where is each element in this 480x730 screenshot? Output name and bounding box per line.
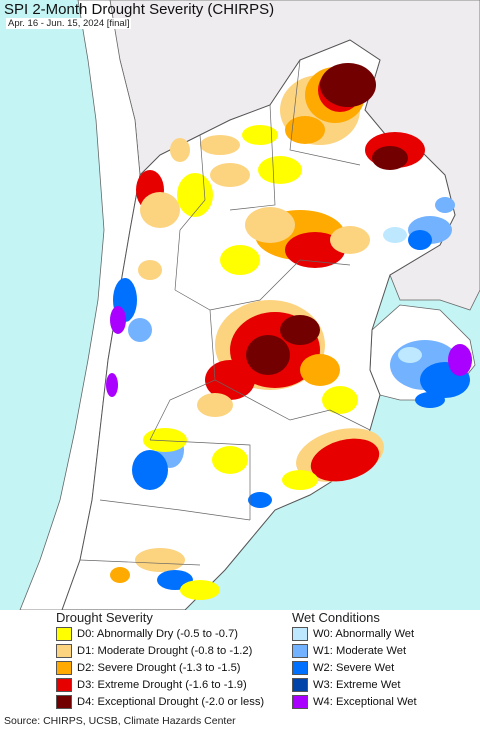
drought-patch [322,386,358,414]
legend-swatch [292,695,308,709]
legend-item-d1: D1: Moderate Drought (-0.8 to -1.2) [56,643,252,659]
drought-patch [138,260,162,280]
border-line [214,379,371,431]
legend-label: D1: Moderate Drought (-0.8 to -1.2) [77,645,253,657]
province-borders [79,59,371,566]
legend-label: W2: Severe Wet [313,662,395,674]
map-title: SPI 2-Month Drought Severity (CHIRPS) [4,1,275,18]
wet-patch [383,227,407,243]
legend-swatch [292,644,308,658]
drought-patch [310,438,380,482]
drought-patch [143,428,187,452]
legend-swatch [292,678,308,692]
drought-patch [140,192,180,228]
wet-patch [448,344,472,376]
border-line [229,104,276,211]
wet-patch [398,347,422,363]
legend-item-d2: D2: Severe Drought (-1.3 to -1.5) [56,660,241,676]
wet-patch [408,230,432,250]
legend-swatch [292,661,308,675]
drought-map [0,0,480,610]
legend-label: W1: Moderate Wet [313,645,407,657]
drought-patch [200,135,240,155]
drought-patch [170,138,190,162]
legend-item-w0: W0: Abnormally Wet [292,626,414,642]
drought-patch [246,335,290,375]
drought-patch [282,470,318,490]
border-line [174,134,206,291]
legend-item-w3: W3: Extreme Wet [292,677,400,693]
legend-item-d4: D4: Exceptional Drought (-2.0 or less) [56,694,264,710]
legend-item-d3: D3: Extreme Drought (-1.6 to -1.9) [56,677,247,693]
drought-patch [330,226,370,254]
drought-patch [245,207,295,243]
drought-patch [372,146,408,170]
border-line [79,559,201,566]
drought-patch [110,567,130,583]
legend-swatch [56,661,72,675]
drought-patch [258,156,302,184]
wet-patch [128,318,152,342]
map-canvas [0,0,480,610]
legend-drought-heading: Drought Severity [56,610,153,625]
drought-patch [320,63,376,107]
legend-swatch [56,678,72,692]
legend: Drought Severity Wet Conditions D0: Abno… [0,610,480,712]
border-line [289,59,361,166]
drought-patch [220,245,260,275]
wet-patch [248,492,272,508]
drought-patch [180,580,220,600]
border-line [99,499,251,521]
legend-label: D2: Severe Drought (-1.3 to -1.5) [77,662,241,674]
wet-patch [132,450,168,490]
border-line [174,259,351,311]
legend-wet-heading: Wet Conditions [292,610,380,625]
drought-patch [135,548,185,572]
drought-patch [205,360,255,400]
drought-patches [106,63,472,600]
legend-swatch [292,627,308,641]
legend-item-w4: W4: Exceptional Wet [292,694,417,710]
border-line [149,439,251,520]
wet-patch [435,197,455,213]
drought-patch [280,315,320,345]
map-subtitle: Apr. 16 - Jun. 15, 2024 [final] [6,18,132,29]
drought-patch [242,125,278,145]
drought-patch [300,354,340,386]
wet-patch [106,373,118,397]
legend-swatch [56,695,72,709]
border-line [149,309,216,441]
legend-label: D4: Exceptional Drought (-2.0 or less) [77,696,265,708]
legend-item-w1: W1: Moderate Wet [292,643,406,659]
legend-label: W4: Exceptional Wet [313,696,417,708]
legend-item-w2: W2: Severe Wet [292,660,394,676]
legend-swatch [56,644,72,658]
legend-label: D3: Extreme Drought (-1.6 to -1.9) [77,679,247,691]
drought-patch [210,163,250,187]
legend-item-d0: D0: Abnormally Dry (-0.5 to -0.7) [56,626,238,642]
legend-label: W3: Extreme Wet [313,679,401,691]
source-credit: Source: CHIRPS, UCSB, Climate Hazards Ce… [4,715,236,727]
drought-patch [285,116,325,144]
drought-patch [212,446,248,474]
legend-swatch [56,627,72,641]
drought-patch [285,232,345,268]
legend-label: W0: Abnormally Wet [313,628,415,640]
wet-patch [110,306,126,334]
wet-patch [415,392,445,408]
legend-label: D0: Abnormally Dry (-0.5 to -0.7) [77,628,239,640]
drought-patch [177,173,213,217]
drought-patch [197,393,233,417]
